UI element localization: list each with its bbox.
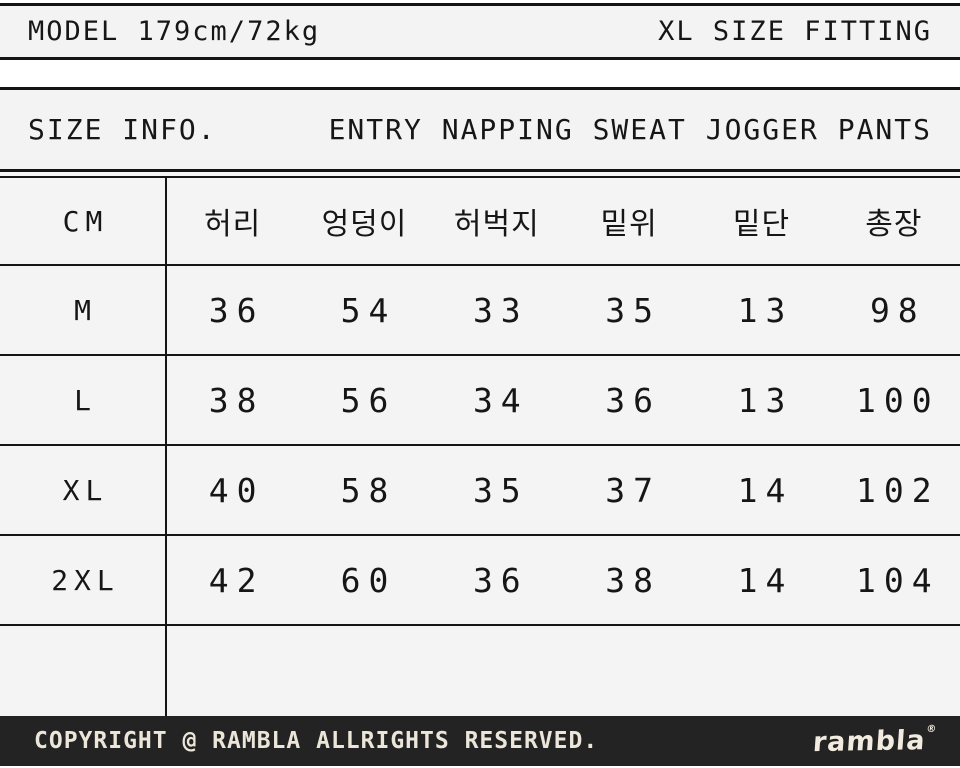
- measurement-value: 33: [430, 265, 563, 356]
- column-header-length: 총장: [827, 177, 960, 266]
- size-table-area: CM 허리 엉덩이 허벅지 밑위 밑단 총장 M 36 54 33 35 13 …: [0, 172, 960, 716]
- size-info-title: SIZE INFO.: [28, 113, 217, 146]
- measurement-value: 35: [430, 445, 563, 536]
- fitting-info-text: XL SIZE FITTING: [658, 16, 932, 47]
- measurement-value: 42: [166, 535, 299, 626]
- measurement-value: 100: [827, 355, 960, 446]
- column-header-thigh: 허벅지: [430, 177, 563, 266]
- measurement-value: 56: [298, 355, 431, 446]
- measurement-value: 14: [695, 535, 828, 626]
- size-info-bar: SIZE INFO. ENTRY NAPPING SWEAT JOGGER PA…: [0, 87, 960, 172]
- table-header-row: CM 허리 엉덩이 허벅지 밑위 밑단 총장: [0, 177, 960, 266]
- measurement-value: 36: [166, 265, 299, 356]
- size-label: M: [0, 265, 167, 356]
- measurement-value: 36: [562, 355, 696, 446]
- empty-size-cell: [0, 625, 167, 716]
- top-white-strip: [0, 0, 960, 3]
- footer-bar: COPYRIGHT @ RAMBLA ALLRIGHTS RESERVED. r…: [0, 716, 960, 766]
- size-label: XL: [0, 445, 167, 536]
- measurement-value: 13: [695, 265, 828, 356]
- table-row: L 38 56 34 36 13 100: [0, 355, 960, 446]
- measurement-value: 102: [827, 445, 960, 536]
- column-header-hem: 밑단: [695, 177, 828, 266]
- measurement-value: 58: [298, 445, 431, 536]
- table-empty-row: [0, 625, 960, 716]
- measurement-value: 104: [827, 535, 960, 626]
- measurement-value: 13: [695, 355, 828, 446]
- size-table: CM 허리 엉덩이 허벅지 밑위 밑단 총장 M 36 54 33 35 13 …: [0, 176, 960, 716]
- measurement-value: 40: [166, 445, 299, 536]
- column-header-rise: 밑위: [562, 177, 696, 266]
- copyright-text: COPYRIGHT @ RAMBLA ALLRIGHTS RESERVED.: [34, 728, 599, 754]
- brand-logo-text: rambla: [811, 724, 927, 758]
- column-header-waist: 허리: [166, 177, 299, 266]
- measurement-value: 36: [430, 535, 563, 626]
- size-label: 2XL: [0, 535, 167, 626]
- table-row: 2XL 42 60 36 38 14 104: [0, 535, 960, 626]
- divider-gap: [0, 60, 960, 87]
- column-header-hip: 엉덩이: [298, 177, 431, 266]
- empty-data-cell: [166, 625, 960, 716]
- product-name: ENTRY NAPPING SWEAT JOGGER PANTS: [328, 113, 932, 146]
- registered-trademark-icon: ®: [925, 723, 938, 735]
- measurement-value: 34: [430, 355, 563, 446]
- measurement-value: 35: [562, 265, 696, 356]
- table-row: M 36 54 33 35 13 98: [0, 265, 960, 356]
- measurement-value: 38: [562, 535, 696, 626]
- measurement-value: 60: [298, 535, 431, 626]
- unit-label-cell: CM: [0, 177, 167, 266]
- measurement-value: 38: [166, 355, 299, 446]
- measurement-value: 37: [562, 445, 696, 536]
- top-bar: MODEL 179cm/72kg XL SIZE FITTING: [0, 3, 960, 60]
- measurement-value: 98: [827, 265, 960, 356]
- measurement-value: 14: [695, 445, 828, 536]
- measurement-value: 54: [298, 265, 431, 356]
- table-row: XL 40 58 35 37 14 102: [0, 445, 960, 536]
- brand-logo: rambla®: [811, 723, 938, 758]
- size-label: L: [0, 355, 167, 446]
- model-info-text: MODEL 179cm/72kg: [28, 16, 321, 47]
